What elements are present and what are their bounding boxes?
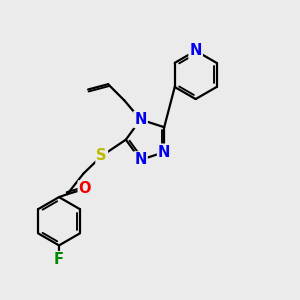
Text: O: O xyxy=(79,182,91,196)
Text: F: F xyxy=(54,252,64,267)
Text: N: N xyxy=(134,112,147,127)
Text: N: N xyxy=(134,152,147,167)
Text: S: S xyxy=(97,148,107,164)
Text: N: N xyxy=(190,43,202,58)
Text: N: N xyxy=(158,145,170,160)
